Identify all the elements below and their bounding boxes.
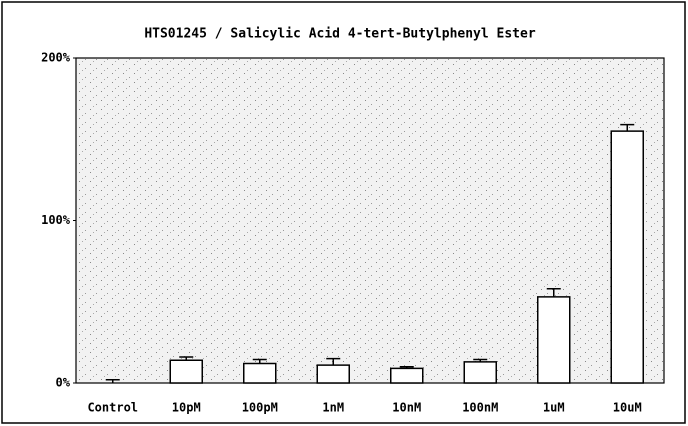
error-bar [399,366,414,369]
bar [610,130,644,384]
bar [537,296,571,384]
x-tick-label: 1uM [543,401,565,415]
bar [390,367,424,384]
x-tick-label: 1nM [322,401,344,415]
error-bar [546,288,561,297]
error-bar [105,379,120,383]
error-bar [473,358,488,362]
x-tick-label: 10nM [392,401,421,415]
x-tick-label: Control [87,401,138,415]
x-tick-label: 100pM [242,401,278,415]
bar [463,361,497,384]
x-tick-label: 100nM [462,401,498,415]
bar [169,359,203,384]
y-tick-label: 200% [41,51,71,65]
error-bar [252,358,267,364]
x-tick-label: 10uM [613,401,642,415]
bar [243,362,277,384]
error-bar [179,356,194,361]
error-bar [620,123,635,132]
chart-title: HTS01245 / Salicylic Acid 4-tert-Butylph… [144,27,536,42]
y-tick-label: 0% [56,376,71,390]
bar [316,364,350,384]
plot-area [75,57,665,384]
error-bar [326,357,341,366]
x-tick-label: 10pM [172,401,201,415]
y-tick-label: 100% [41,213,71,227]
